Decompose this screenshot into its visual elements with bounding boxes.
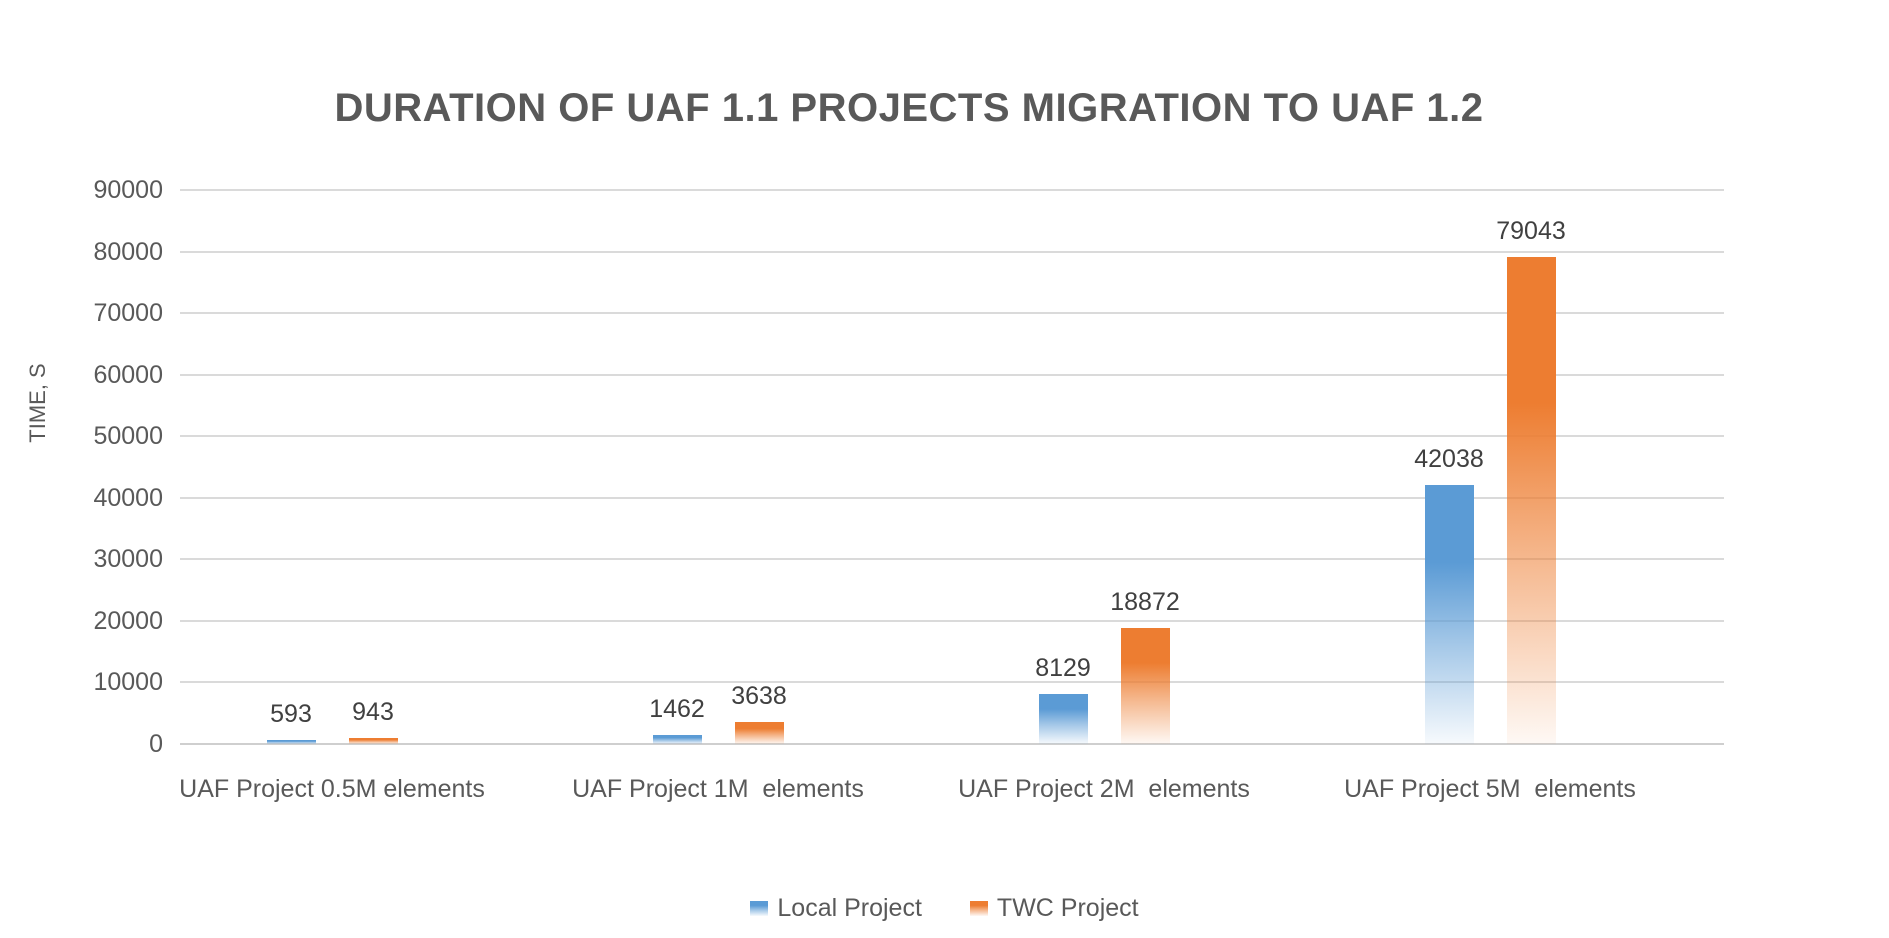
bar-local-project (1038, 693, 1088, 744)
bar-twc-project (1120, 627, 1170, 744)
legend-label-local-project: Local Project (777, 893, 922, 922)
y-tick-label: 80000 (93, 237, 163, 266)
legend-item-local-project: Local Project (750, 894, 922, 923)
y-tick-label: 20000 (93, 606, 163, 635)
y-tick-label: 90000 (93, 176, 163, 204)
gridline (180, 189, 1724, 191)
gridline (180, 250, 1724, 253)
bar-local-project (652, 735, 702, 744)
y-tick-label: 0 (149, 730, 163, 758)
value-label-twc-project: 79043 (1496, 217, 1566, 246)
bar-local-project (1424, 485, 1474, 744)
gridline (180, 681, 1724, 684)
category-label: UAF Project 2M elements (958, 775, 1250, 803)
y-tick-label: 10000 (93, 668, 163, 697)
value-label-local-project: 42038 (1414, 445, 1484, 474)
gridline (180, 619, 1724, 622)
bar-local-project (266, 740, 316, 744)
category-label: UAF Project 0.5M elements (179, 775, 485, 803)
value-label-twc-project: 943 (352, 698, 394, 727)
y-tick-label: 30000 (93, 545, 163, 574)
legend: Local Project TWC Project (0, 893, 1889, 923)
gridline (180, 496, 1724, 499)
legend-label-twc-project: TWC Project (996, 893, 1139, 922)
bar-twc-project (734, 721, 784, 744)
gridline (180, 373, 1724, 376)
y-tick-label: 40000 (93, 483, 163, 512)
value-label-local-project: 593 (270, 700, 312, 729)
legend-swatch-twc-project (969, 900, 988, 916)
value-label-twc-project: 3638 (731, 681, 787, 710)
category-label: UAF Project 1M elements (572, 775, 864, 803)
y-tick-label: 50000 (93, 422, 163, 451)
category-label: UAF Project 5M elements (1344, 775, 1636, 803)
chart-title: DURATION OF UAF 1.1 PROJECTS MIGRATION T… (334, 86, 1484, 130)
y-tick-label: 60000 (93, 360, 163, 389)
y-tick-label: 70000 (93, 299, 163, 328)
value-label-local-project: 8129 (1035, 653, 1091, 682)
gridline (180, 312, 1724, 315)
gridline (180, 558, 1724, 561)
value-label-twc-project: 18872 (1110, 587, 1180, 616)
bar-twc-project (348, 738, 398, 744)
legend-swatch-local-project (750, 900, 769, 916)
value-label-local-project: 1462 (649, 695, 705, 723)
gridline (180, 435, 1724, 438)
bar-twc-project (1506, 257, 1556, 744)
x-axis-line (180, 743, 1724, 745)
legend-item-twc-project: TWC Project (969, 893, 1139, 923)
